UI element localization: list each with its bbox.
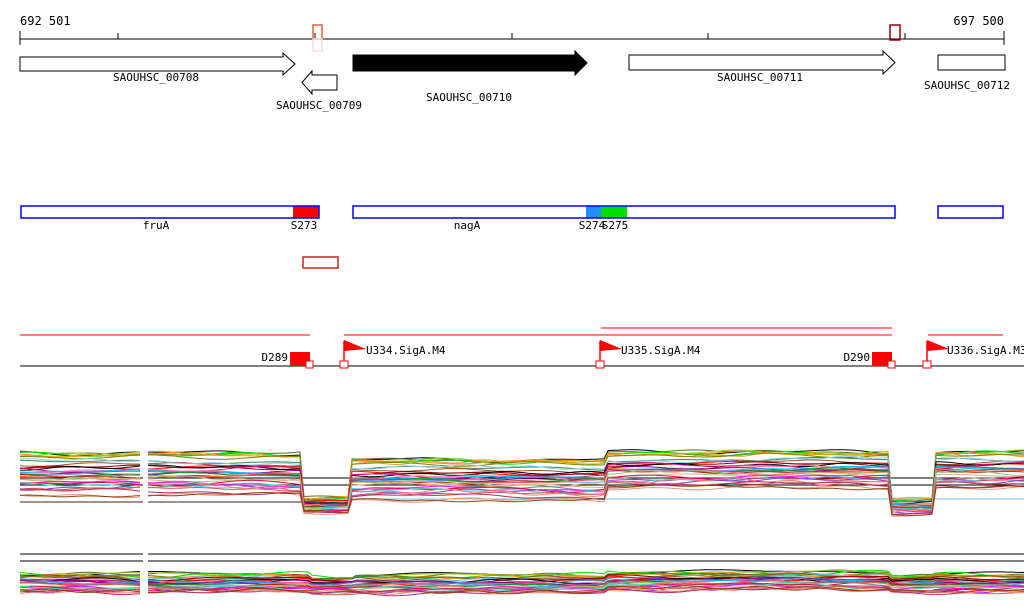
expression-trace bbox=[19, 451, 141, 458]
terminator-box-D290[interactable] bbox=[872, 352, 892, 366]
promoter-flag-U335.SigA.M4[interactable] bbox=[600, 340, 622, 351]
operon-box-nagA[interactable] bbox=[352, 205, 896, 219]
unlabeled-feature-box[interactable] bbox=[302, 256, 339, 269]
segment-label: S274 bbox=[579, 219, 606, 232]
promoter-label: U335.SigA.M4 bbox=[621, 344, 701, 357]
expression-trace bbox=[147, 480, 1024, 514]
expression-trace bbox=[147, 461, 1024, 506]
expression-trace bbox=[19, 581, 141, 585]
gene-label: SAOUHSC_00709 bbox=[276, 99, 362, 112]
promoter-site-square[interactable] bbox=[595, 360, 605, 369]
segment-label: S275 bbox=[602, 219, 629, 232]
terminator-label: D289 bbox=[262, 351, 289, 364]
operon-label: fruA bbox=[143, 219, 170, 232]
segment-label: S273 bbox=[291, 219, 318, 232]
promoter-terminator-track: U334.SigA.M4 U335.SigA.M4 U336.SigA.M3 D289… bbox=[20, 327, 1024, 369]
expression-trace bbox=[19, 459, 141, 463]
expression-trace bbox=[147, 576, 1024, 586]
expression-trace bbox=[19, 482, 141, 485]
ruler-track bbox=[19, 24, 1005, 52]
expression-trace bbox=[20, 482, 141, 488]
ruler-start-coordinate: 692 501 bbox=[20, 14, 71, 28]
gene-arrow-SAOUHSC_00712[interactable] bbox=[937, 54, 1006, 71]
expression-trace bbox=[19, 588, 141, 594]
gene-arrow-SAOUHSC_00708[interactable] bbox=[19, 51, 296, 77]
gene-arrow-SAOUHSC_00711[interactable] bbox=[628, 49, 896, 76]
promoter-site-square[interactable] bbox=[339, 360, 349, 369]
expression-trace bbox=[147, 574, 1024, 584]
operon-segment-S275[interactable] bbox=[601, 206, 627, 218]
expression-trace bbox=[19, 590, 141, 594]
operon-box-fruA[interactable] bbox=[20, 205, 320, 219]
expression-trace bbox=[148, 484, 1024, 517]
expression-profile-tracks bbox=[19, 449, 1024, 597]
gene-label: SAOUHSC_00710 bbox=[426, 91, 512, 104]
expression-trace bbox=[19, 589, 141, 596]
expression-trace bbox=[19, 486, 141, 491]
promoter-site-square[interactable] bbox=[922, 360, 932, 369]
promoter-flag-U334.SigA.M4[interactable] bbox=[344, 340, 366, 351]
expression-trace bbox=[19, 465, 141, 471]
gene-arrow-SAOUHSC_00710[interactable] bbox=[352, 49, 588, 77]
expression-trace bbox=[19, 480, 141, 485]
expression-trace bbox=[147, 461, 1024, 507]
expression-trace bbox=[147, 470, 1024, 510]
gene-label: SAOUHSC_00708 bbox=[113, 71, 199, 84]
expression-trace bbox=[20, 582, 141, 587]
operon-label: nagA bbox=[454, 219, 481, 232]
expression-trace bbox=[19, 473, 140, 477]
expression-trace bbox=[147, 455, 1024, 505]
expression-trace bbox=[147, 585, 1024, 595]
terminator-label: D290 bbox=[844, 351, 871, 364]
expression-trace bbox=[19, 488, 141, 492]
expression-trace bbox=[147, 467, 1024, 509]
expression-trace bbox=[147, 457, 1024, 504]
expression-trace bbox=[19, 474, 141, 482]
expression-trace bbox=[19, 574, 141, 581]
expression-trace bbox=[147, 481, 1024, 515]
ruler-end-coordinate: 697 500 bbox=[953, 14, 1004, 28]
expression-trace bbox=[19, 477, 141, 481]
expression-trace bbox=[19, 494, 141, 498]
operon-segment-S273[interactable] bbox=[293, 206, 319, 218]
terminator-site-square[interactable] bbox=[887, 360, 896, 369]
operon-box[interactable] bbox=[937, 205, 1004, 219]
gene-arrow-SAOUHSC_00709[interactable] bbox=[301, 69, 338, 96]
expression-trace bbox=[147, 452, 1024, 501]
expression-trace bbox=[147, 460, 1024, 507]
expression-trace bbox=[19, 469, 140, 474]
operon-segment-S274[interactable] bbox=[586, 206, 601, 218]
terminator-box-D289[interactable] bbox=[290, 352, 310, 366]
gene-label: SAOUHSC_00712 bbox=[924, 79, 1010, 92]
ruler-marker-orange[interactable] bbox=[312, 24, 323, 40]
expression-trace bbox=[147, 474, 1024, 512]
expression-trace bbox=[147, 580, 1024, 589]
terminator-site-square[interactable] bbox=[305, 360, 314, 369]
promoter-label: U336.SigA.M3 bbox=[947, 344, 1024, 357]
expression-trace bbox=[19, 458, 141, 463]
promoter-flag-U336.SigA.M3[interactable] bbox=[927, 340, 949, 351]
expression-trace bbox=[147, 582, 1024, 593]
expression-trace bbox=[19, 494, 141, 499]
expression-trace bbox=[147, 569, 1024, 580]
promoter-label: U334.SigA.M4 bbox=[366, 344, 446, 357]
ruler-marker-darkred[interactable] bbox=[889, 24, 901, 41]
gene-label: SAOUHSC_00711 bbox=[717, 71, 803, 84]
gene-track: SAOUHSC_00708 SAOUHSC_00709 SAOUHSC_00710 S… bbox=[19, 49, 1010, 112]
ruler-marker-faint[interactable] bbox=[312, 38, 323, 52]
